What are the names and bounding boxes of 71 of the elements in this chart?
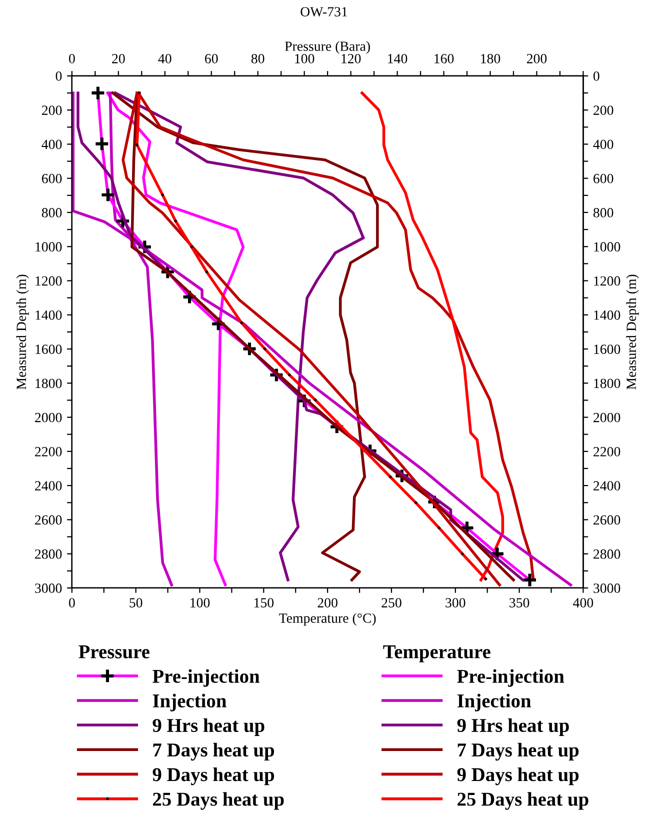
y-tick-label: 800 — [42, 208, 62, 218]
x2-tick-label: 120 — [342, 54, 361, 64]
legend-label: 9 Days heat up — [152, 768, 274, 786]
x2-tick-label: 80 — [251, 54, 264, 64]
y2-tick-label: 0 — [593, 71, 600, 81]
y2-tick-label: 2800 — [594, 549, 620, 559]
legend-label: Injection — [457, 694, 532, 712]
y2-tick-label: 2200 — [594, 447, 620, 456]
y-tick-label: 3000 — [35, 584, 62, 593]
y-axis-title: Measured Depth (m) — [16, 274, 29, 390]
x2-tick-label: 180 — [481, 54, 500, 64]
y-tick-label: 1000 — [36, 242, 62, 252]
legend-label: 25 Days heat up — [458, 792, 588, 810]
legend-label: Injection — [152, 694, 226, 712]
legend-label: Pre-injection — [152, 669, 260, 687]
text: Temperature — [383, 645, 490, 662]
legend-label: 7 Days heat up — [153, 742, 274, 761]
y2-tick-label: 600 — [594, 174, 614, 184]
y-tick-label: 2400 — [35, 481, 62, 491]
x-tick-label: 250 — [382, 598, 402, 608]
x2-tick-label: 40 — [158, 54, 172, 64]
x-axis-title: Temperature (°C) — [279, 613, 376, 626]
y2-tick-label: 1800 — [594, 378, 620, 388]
y2-tick-label: 1600 — [594, 344, 620, 354]
y2-tick-label: 1000 — [594, 242, 620, 252]
x2-tick-label: 100 — [295, 54, 314, 64]
y2-tick-label: 400 — [593, 140, 614, 150]
y-tick-label: 600 — [42, 174, 62, 184]
x-tick-label: 400 — [573, 598, 594, 608]
y-tick-label: 2000 — [35, 412, 62, 422]
x-tick-label: 50 — [130, 598, 142, 608]
y-tick-label: 1800 — [36, 378, 62, 388]
y-tick-label: 2200 — [35, 447, 62, 456]
y-tick-label: 2600 — [35, 515, 62, 525]
x2-tick-label: 20 — [112, 54, 125, 64]
y2-tick-label: 2400 — [594, 481, 620, 491]
x2-tick-label: 160 — [434, 54, 454, 64]
legend-label: Pre-injection — [457, 669, 564, 687]
chart-title: OW-731 — [300, 7, 348, 17]
y-tick-label: 200 — [42, 106, 62, 115]
legend-label: 9 Days heat up — [457, 768, 579, 786]
x2-tick-label: 0 — [68, 54, 75, 64]
y2-tick-label: 2600 — [594, 515, 620, 525]
x-tick-label: 350 — [510, 598, 530, 608]
y2-tick-label: 200 — [594, 106, 614, 115]
text: Pressure — [78, 645, 150, 658]
y-tick-label: 0 — [56, 71, 62, 81]
y2-tick-label: 2000 — [594, 412, 620, 422]
x-tick-label: 200 — [318, 598, 338, 608]
y-tick-label: 1400 — [36, 310, 62, 320]
y2-tick-label: 800 — [593, 208, 614, 218]
y-tick-label: 2800 — [35, 549, 62, 559]
y2-tick-label: 1200 — [594, 276, 620, 286]
y-tick-label: 1200 — [36, 276, 62, 286]
y-tick-label: 400 — [42, 140, 62, 150]
y2-tick-label: 1400 — [594, 310, 620, 320]
x2-tick-label: 200 — [526, 54, 547, 64]
legend-label: 9 Hrs heat up — [152, 718, 264, 736]
y-tick-label: 1600 — [36, 344, 62, 354]
x-tick-label: 0 — [68, 598, 75, 608]
y2-axis-title: Measured Depth (m) — [626, 274, 639, 390]
x2-tick-label: 140 — [388, 54, 408, 64]
y2-tick-label: 3000 — [594, 584, 620, 593]
x2-tick-label: 60 — [205, 54, 218, 64]
x2-axis-title: Pressure (Bara) — [284, 41, 370, 54]
legend-label: 9 Hrs heat up — [457, 718, 569, 736]
x-tick-label: 300 — [446, 598, 466, 608]
legend-label: 7 Days heat up — [458, 742, 579, 761]
x-tick-label: 100 — [190, 598, 210, 608]
legend-label: 25 Days heat up — [153, 792, 284, 810]
x-tick-label: 150 — [254, 598, 274, 608]
